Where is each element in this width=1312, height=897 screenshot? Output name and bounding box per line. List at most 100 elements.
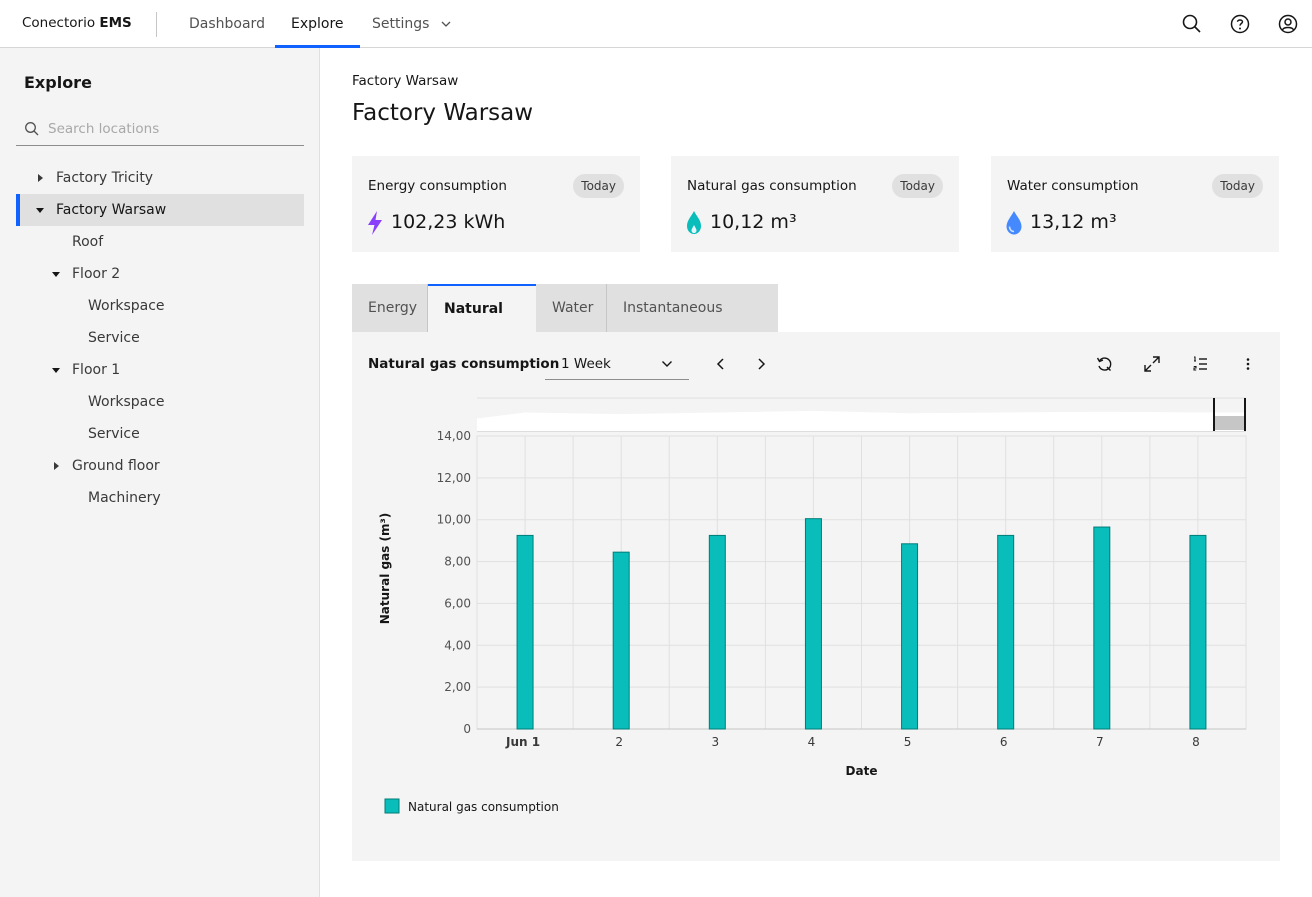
brand-logo[interactable]: Conectorio EMS bbox=[22, 15, 132, 31]
brand-product: EMS bbox=[99, 15, 132, 31]
y-tick-label: 8,00 bbox=[444, 555, 471, 569]
kpi-label: Water consumption bbox=[1007, 178, 1139, 194]
overview-selection bbox=[1214, 416, 1245, 430]
kpi-value: 10,12 m³ bbox=[710, 211, 797, 233]
kpi-card-water: Water consumption Today 13,12 m³ bbox=[991, 156, 1279, 252]
y-tick-label: 10,00 bbox=[437, 513, 471, 527]
bar-7 bbox=[1093, 526, 1111, 730]
tree-item-workspace[interactable]: Workspace bbox=[16, 290, 304, 322]
chevron-right-icon[interactable] bbox=[749, 352, 773, 376]
bar-2 bbox=[612, 551, 630, 730]
search-icon[interactable] bbox=[1180, 12, 1204, 36]
y-tick-label: 4,00 bbox=[444, 638, 471, 652]
search-input[interactable] bbox=[48, 119, 298, 139]
kpi-card-energy: Energy consumption Today 102,23 kWh bbox=[352, 156, 640, 252]
nav-settings-label: Settings bbox=[372, 16, 430, 32]
period-badge: Today bbox=[573, 174, 624, 198]
chevron-down-icon bbox=[662, 361, 672, 367]
help-icon[interactable] bbox=[1228, 12, 1252, 36]
x-tick-label: Jun 1 bbox=[505, 735, 540, 749]
breadcrumb[interactable]: Factory Warsaw bbox=[352, 73, 459, 89]
y-tick-label: 0 bbox=[463, 722, 471, 736]
tree-item-workspace[interactable]: Workspace bbox=[16, 386, 304, 418]
tree-item-label: Ground floor bbox=[72, 458, 160, 474]
lightning-icon bbox=[368, 211, 382, 235]
y-axis-title: Natural gas (m³) bbox=[378, 513, 392, 624]
tree-item-service[interactable]: Service bbox=[16, 322, 304, 354]
tab-water[interactable]: Water bbox=[536, 284, 607, 332]
tree-item-ground-floor[interactable]: Ground floor bbox=[16, 450, 304, 482]
tab-instantaneous-values[interactable]: Instantaneous values bbox=[607, 284, 778, 364]
bar-5 bbox=[901, 543, 919, 730]
tree-item-floor-1[interactable]: Floor 1 bbox=[16, 354, 304, 386]
sidebar-title: Explore bbox=[24, 73, 92, 92]
tab-label: Energy bbox=[368, 300, 418, 316]
bar-1 bbox=[516, 534, 534, 730]
kpi-card-natural-gas: Natural gas consumption Today 10,12 m³ bbox=[671, 156, 959, 252]
tree-item-factory-tricity[interactable]: Factory Tricity bbox=[16, 162, 304, 194]
tree-item-label: Factory Warsaw bbox=[56, 202, 167, 218]
x-tick-label: 5 bbox=[904, 735, 912, 749]
chart-panel: Natural gas consumption 1 Week 0 2,00 4,00… bbox=[352, 332, 1280, 861]
tab-energy[interactable]: Energy bbox=[352, 284, 428, 332]
x-tick-label: 4 bbox=[808, 735, 816, 749]
tree-item-floor-2[interactable]: Floor 2 bbox=[16, 258, 304, 290]
y-tick-label: 6,00 bbox=[444, 596, 471, 610]
flame-icon bbox=[687, 211, 701, 234]
chart-panel-title: Natural gas consumption bbox=[368, 356, 560, 372]
kpi-label: Natural gas consumption bbox=[687, 178, 857, 194]
x-axis-title: Date bbox=[846, 764, 878, 778]
bar-3 bbox=[708, 534, 726, 730]
page-title: Factory Warsaw bbox=[352, 100, 534, 126]
overview-series bbox=[477, 410, 1246, 431]
water-drop-icon bbox=[1006, 211, 1022, 235]
caret-down-icon[interactable] bbox=[52, 272, 60, 277]
overflow-menu-icon[interactable] bbox=[1236, 352, 1260, 376]
chevron-left-icon[interactable] bbox=[709, 352, 733, 376]
sidebar: Explore Factory Tricity Factory Warsaw R… bbox=[0, 48, 320, 897]
caret-right-icon[interactable] bbox=[54, 462, 59, 470]
tree-item-machinery[interactable]: Machinery bbox=[16, 482, 304, 514]
reset-zoom-icon[interactable] bbox=[1092, 352, 1116, 376]
table-view-icon[interactable] bbox=[1188, 352, 1212, 376]
location-search bbox=[16, 113, 304, 146]
tree-item-label: Roof bbox=[72, 234, 104, 250]
tab-natural-gas[interactable]: Natural gas bbox=[428, 284, 536, 363]
bar-8 bbox=[1189, 534, 1207, 730]
tree-item-label: Workspace bbox=[88, 394, 165, 410]
nav-explore-label: Explore bbox=[291, 16, 344, 32]
y-tick-label: 12,00 bbox=[437, 471, 471, 485]
tree-item-roof[interactable]: Roof bbox=[16, 226, 304, 258]
time-range-value: 1 Week bbox=[561, 356, 611, 372]
user-avatar-icon[interactable] bbox=[1276, 12, 1300, 36]
overview-area bbox=[477, 398, 1246, 431]
search-icon bbox=[25, 122, 39, 136]
caret-down-icon[interactable] bbox=[36, 208, 44, 213]
nav-settings[interactable]: Settings bbox=[356, 0, 468, 48]
legend-label: Natural gas consumption bbox=[408, 800, 559, 814]
tree-item-service[interactable]: Service bbox=[16, 418, 304, 450]
x-tick-label: 2 bbox=[615, 735, 623, 749]
tree-item-factory-warsaw[interactable]: Factory Warsaw bbox=[16, 194, 304, 226]
kpi-value: 102,23 kWh bbox=[391, 211, 506, 233]
tree-item-label: Floor 1 bbox=[72, 362, 121, 378]
chevron-down-icon bbox=[441, 21, 451, 27]
bar-4 bbox=[804, 518, 822, 730]
nav-explore[interactable]: Explore bbox=[275, 0, 360, 48]
tree-item-label: Service bbox=[88, 330, 140, 346]
nav-dashboard[interactable]: Dashboard bbox=[173, 0, 281, 48]
brand-divider bbox=[156, 12, 157, 37]
y-tick-label: 2,00 bbox=[444, 680, 471, 694]
x-tick-label: 8 bbox=[1192, 735, 1200, 749]
tree-item-label: Service bbox=[88, 426, 140, 442]
legend-swatch bbox=[384, 798, 400, 814]
x-tick-label: 3 bbox=[711, 735, 719, 749]
kpi-label: Energy consumption bbox=[368, 178, 507, 194]
caret-right-icon[interactable] bbox=[38, 174, 43, 182]
plot-area bbox=[476, 435, 1247, 730]
maximize-icon[interactable] bbox=[1140, 352, 1164, 376]
bar-6 bbox=[997, 534, 1015, 730]
caret-down-icon[interactable] bbox=[52, 368, 60, 373]
time-range-select[interactable]: 1 Week bbox=[545, 348, 689, 380]
natural-gas-bar-chart: 0 2,00 4,00 6,00 8,00 10,00 12,00 14,00 Jun 1 2 3 4… bbox=[378, 397, 1247, 814]
